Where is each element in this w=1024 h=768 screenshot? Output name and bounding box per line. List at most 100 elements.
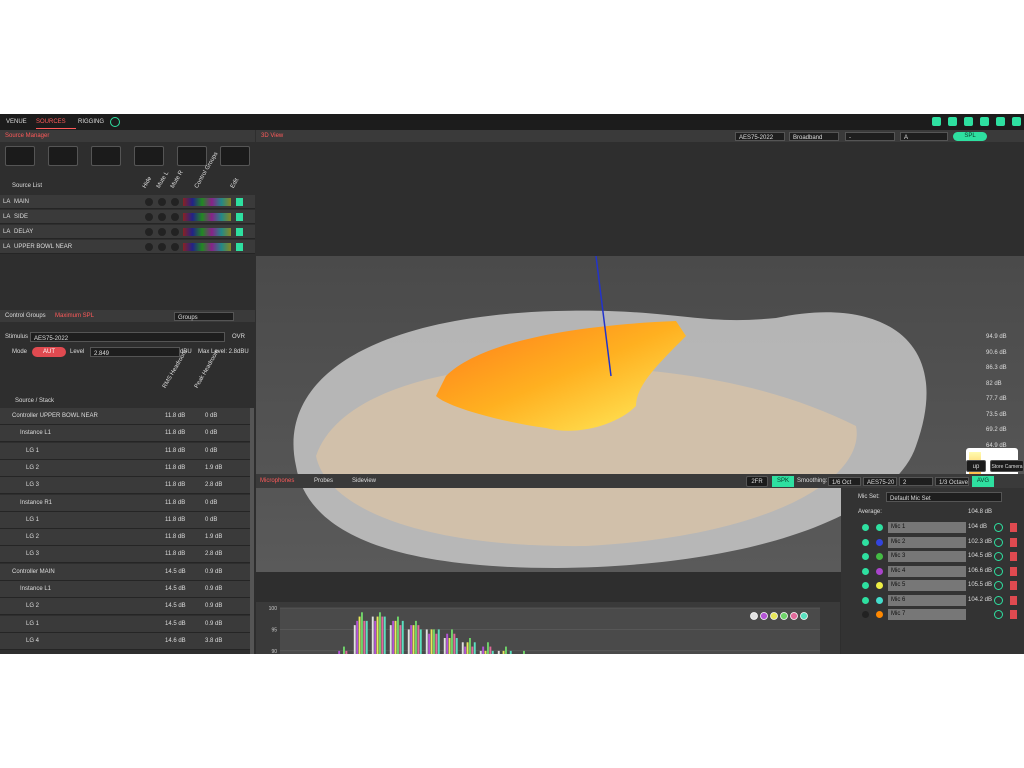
source-tool[interactable]: [134, 146, 164, 166]
source-tool[interactable]: [91, 146, 121, 166]
toggle-dot[interactable]: [145, 198, 153, 206]
mic-delete[interactable]: [1010, 552, 1017, 561]
mic-delete[interactable]: [1010, 523, 1017, 532]
mic-delete[interactable]: [1010, 595, 1017, 605]
mic-color[interactable]: [876, 553, 883, 560]
view-button[interactable]: Store Camera: [990, 460, 1024, 472]
mic-enable[interactable]: [862, 567, 869, 575]
toolbar-icon[interactable]: [964, 117, 973, 126]
toolbar-icon[interactable]: [980, 117, 989, 126]
mic-name[interactable]: Mic 3: [888, 551, 966, 562]
group-colors[interactable]: [183, 243, 231, 251]
tab[interactable]: Probes: [314, 478, 334, 484]
label: Stimulus: [5, 334, 29, 340]
select[interactable]: AES75-2022: [30, 332, 225, 342]
bar: [365, 620, 368, 654]
avg-toggle[interactable]: AVG: [972, 476, 994, 487]
mic-enable[interactable]: [862, 596, 869, 604]
spl-toggle[interactable]: SPL: [953, 132, 987, 141]
mic-color[interactable]: [876, 611, 883, 618]
toggle-dot[interactable]: [171, 243, 179, 251]
mic-name[interactable]: Mic 4: [888, 565, 966, 577]
mic-color[interactable]: [876, 538, 883, 546]
toggle-dot[interactable]: [158, 198, 166, 206]
edit-icon[interactable]: [236, 243, 243, 251]
control[interactable]: SPK: [772, 476, 794, 487]
toggle-dot[interactable]: [158, 213, 166, 221]
edit-icon[interactable]: [236, 228, 243, 236]
edit-icon[interactable]: [236, 213, 243, 221]
mic-name[interactable]: Mic 7: [888, 609, 966, 620]
view-button[interactable]: up: [966, 460, 986, 472]
mic-color[interactable]: [876, 582, 883, 589]
mic-enable[interactable]: [862, 611, 869, 618]
mic-enable[interactable]: [862, 524, 869, 531]
3d-viewport[interactable]: [256, 256, 1024, 572]
mic-enable[interactable]: [862, 582, 869, 589]
group-colors[interactable]: [183, 228, 231, 236]
mic-locate[interactable]: [994, 552, 1003, 561]
toolbar-icon[interactable]: [996, 117, 1005, 126]
select[interactable]: 1/6 Oct: [828, 477, 861, 486]
mic-delete[interactable]: [1010, 537, 1017, 547]
headroom-row: [0, 563, 250, 581]
mic-color[interactable]: [876, 596, 883, 604]
mic-name[interactable]: Mic 6: [888, 594, 966, 606]
select[interactable]: 2: [899, 477, 933, 486]
toggle-dot[interactable]: [158, 243, 166, 251]
toolbar-icon[interactable]: [1012, 117, 1021, 126]
mic-locate[interactable]: [994, 610, 1003, 619]
tab[interactable]: Maximum SPL: [55, 313, 95, 319]
mic-locate[interactable]: [994, 537, 1003, 547]
source-tool[interactable]: [177, 146, 207, 166]
select[interactable]: 1/3 Octave: [935, 477, 969, 486]
mic-enable[interactable]: [862, 553, 869, 560]
mic-locate[interactable]: [994, 581, 1003, 590]
mic-name[interactable]: Mic 2: [888, 536, 966, 548]
mic-color[interactable]: [876, 524, 883, 531]
toolbar-icon[interactable]: [948, 117, 957, 126]
mic-locate[interactable]: [994, 523, 1003, 532]
tab[interactable]: Microphones: [260, 478, 295, 484]
mic-delete[interactable]: [1010, 581, 1017, 590]
mic-name[interactable]: Mic 5: [888, 580, 966, 591]
tab[interactable]: Control Groups: [5, 313, 46, 319]
mic-color[interactable]: [876, 567, 883, 575]
select[interactable]: AES75-20: [863, 477, 897, 486]
tab[interactable]: Sideview: [352, 478, 377, 484]
toggle-dot[interactable]: [171, 228, 179, 236]
source-tool[interactable]: [220, 146, 250, 166]
control[interactable]: 2FR: [746, 476, 768, 487]
group-colors[interactable]: [183, 198, 231, 206]
toggle-dot[interactable]: [145, 213, 153, 221]
toolbar-icon[interactable]: [932, 117, 941, 126]
toggle-dot[interactable]: [145, 243, 153, 251]
toggle-dot[interactable]: [158, 228, 166, 236]
select[interactable]: AES75-2022: [735, 132, 785, 141]
select[interactable]: Broadband: [789, 132, 839, 141]
mode-toggle[interactable]: AUT: [32, 347, 66, 357]
toggle-dot[interactable]: [171, 213, 179, 221]
toggle-dot[interactable]: [145, 228, 153, 236]
mic-enable[interactable]: [862, 538, 869, 546]
mic-name[interactable]: Mic 1: [888, 522, 966, 533]
mic-locate[interactable]: [994, 595, 1003, 605]
select[interactable]: Groups: [174, 312, 234, 321]
group-colors[interactable]: [183, 213, 231, 221]
menu-tab[interactable]: RIGGING: [78, 119, 105, 125]
select[interactable]: Default Mic Set: [886, 492, 1002, 502]
mic-delete[interactable]: [1010, 610, 1017, 619]
add-button[interactable]: [110, 117, 120, 127]
headroom-row: [0, 581, 250, 598]
edit-icon[interactable]: [236, 198, 243, 206]
source-tool[interactable]: [48, 146, 78, 166]
menu-tab[interactable]: VENUE: [6, 119, 27, 125]
level-input[interactable]: 2.849: [90, 347, 180, 357]
select[interactable]: -: [845, 132, 895, 141]
toggle-dot[interactable]: [171, 198, 179, 206]
menu-tab[interactable]: SOURCES: [36, 115, 76, 129]
mic-delete[interactable]: [1010, 566, 1017, 576]
source-tool[interactable]: [5, 146, 35, 166]
mic-locate[interactable]: [994, 566, 1003, 576]
select[interactable]: A: [900, 132, 948, 141]
